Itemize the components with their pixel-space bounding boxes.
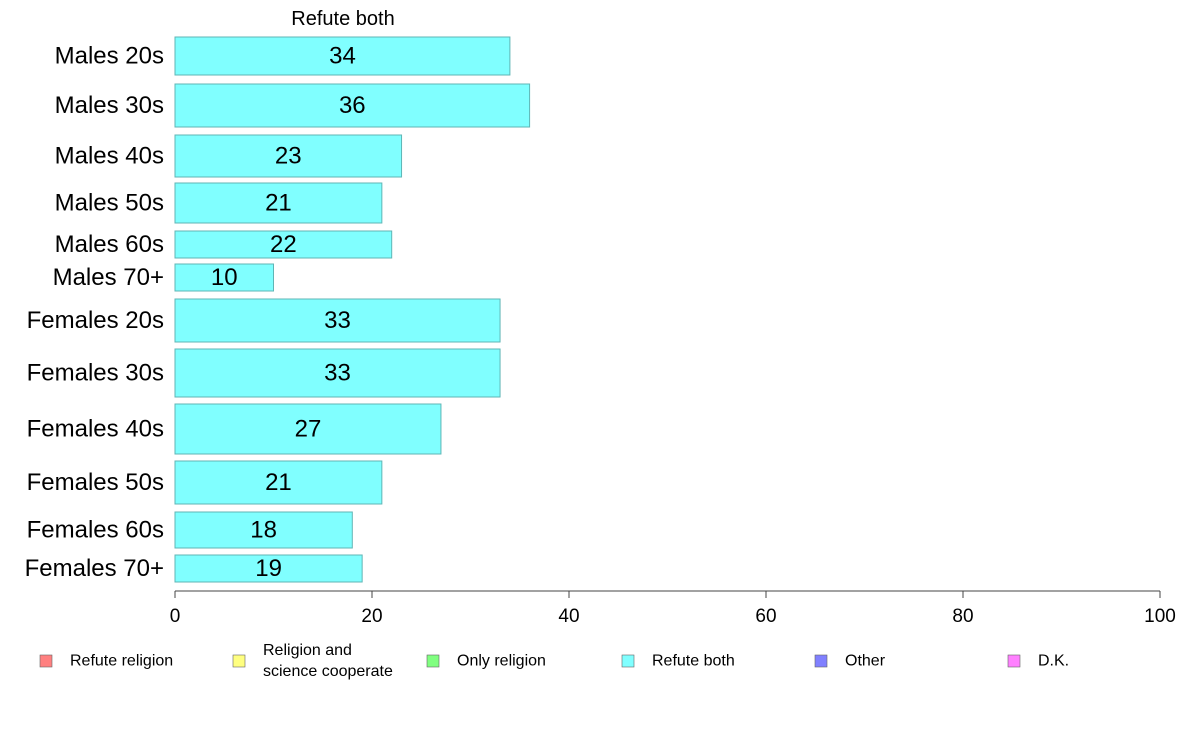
category-label: Females 60s [27, 517, 164, 544]
data-label: 33 [324, 307, 351, 334]
x-tick-label: 0 [170, 606, 181, 627]
category-label: Males 50s [55, 190, 164, 217]
bar-females-70- [174, 554, 363, 583]
data-label: 27 [295, 416, 322, 443]
x-tick-label: 20 [361, 606, 382, 627]
data-label: 22 [270, 231, 297, 258]
data-label: 19 [255, 555, 282, 582]
bar-males-40s [174, 134, 403, 178]
legend-label: Other [845, 653, 886, 670]
data-label: 33 [324, 360, 351, 387]
bar-males-30s [174, 83, 531, 128]
category-label: Males 70+ [53, 264, 164, 291]
legend-label: science cooperate [263, 663, 393, 680]
category-label: Females 40s [27, 416, 164, 443]
category-label: Females 70+ [25, 555, 164, 582]
data-label: 18 [250, 517, 277, 544]
bar-females-20s [174, 298, 501, 343]
legend-label: Only religion [457, 653, 546, 670]
legend-label: D.K. [1038, 653, 1069, 670]
legend-swatch [814, 654, 828, 668]
legend-swatch [232, 654, 246, 668]
data-label: 34 [329, 43, 356, 70]
category-label: Males 20s [55, 43, 164, 70]
bar-females-40s [174, 403, 442, 455]
legend: Refute religion Religion and science coope… [39, 642, 1069, 680]
x-axis: 0 20 40 60 80 100 [170, 590, 1176, 627]
category-label: Females 20s [27, 307, 164, 334]
bar-males-20s [174, 36, 511, 76]
legend-swatch [426, 654, 440, 668]
category-label: Males 60s [55, 231, 164, 258]
legend-swatch [39, 654, 53, 668]
legend-label: Religion and [263, 642, 352, 659]
bar-males-60s [174, 230, 393, 259]
x-tick-label: 100 [1144, 606, 1176, 627]
legend-swatch [1007, 654, 1021, 668]
category-label: Males 40s [55, 143, 164, 170]
bar-females-60s [174, 511, 353, 549]
data-label: 23 [275, 143, 302, 170]
category-label: Females 30s [27, 360, 164, 387]
x-tick-label: 80 [952, 606, 973, 627]
x-tick-label: 40 [558, 606, 579, 627]
legend-swatch [621, 654, 635, 668]
data-label: 21 [265, 190, 292, 217]
data-label: 36 [339, 92, 366, 119]
legend-label: Refute religion [70, 653, 173, 670]
category-label: Females 50s [27, 469, 164, 496]
bar-males-70- [174, 263, 274, 292]
bar-females-30s [174, 348, 501, 398]
data-label: 21 [265, 469, 292, 496]
category-label: Males 30s [55, 92, 164, 119]
bars-group: Males 20s 34 Males 30s 36 Males 40s 23 Males 5… [25, 36, 531, 583]
data-label: 10 [211, 264, 238, 291]
bar-females-50s [174, 460, 383, 505]
legend-label: Refute both [652, 653, 735, 670]
chart-title: Refute both [291, 8, 394, 30]
x-tick-label: 60 [755, 606, 776, 627]
bar-males-50s [174, 182, 383, 224]
